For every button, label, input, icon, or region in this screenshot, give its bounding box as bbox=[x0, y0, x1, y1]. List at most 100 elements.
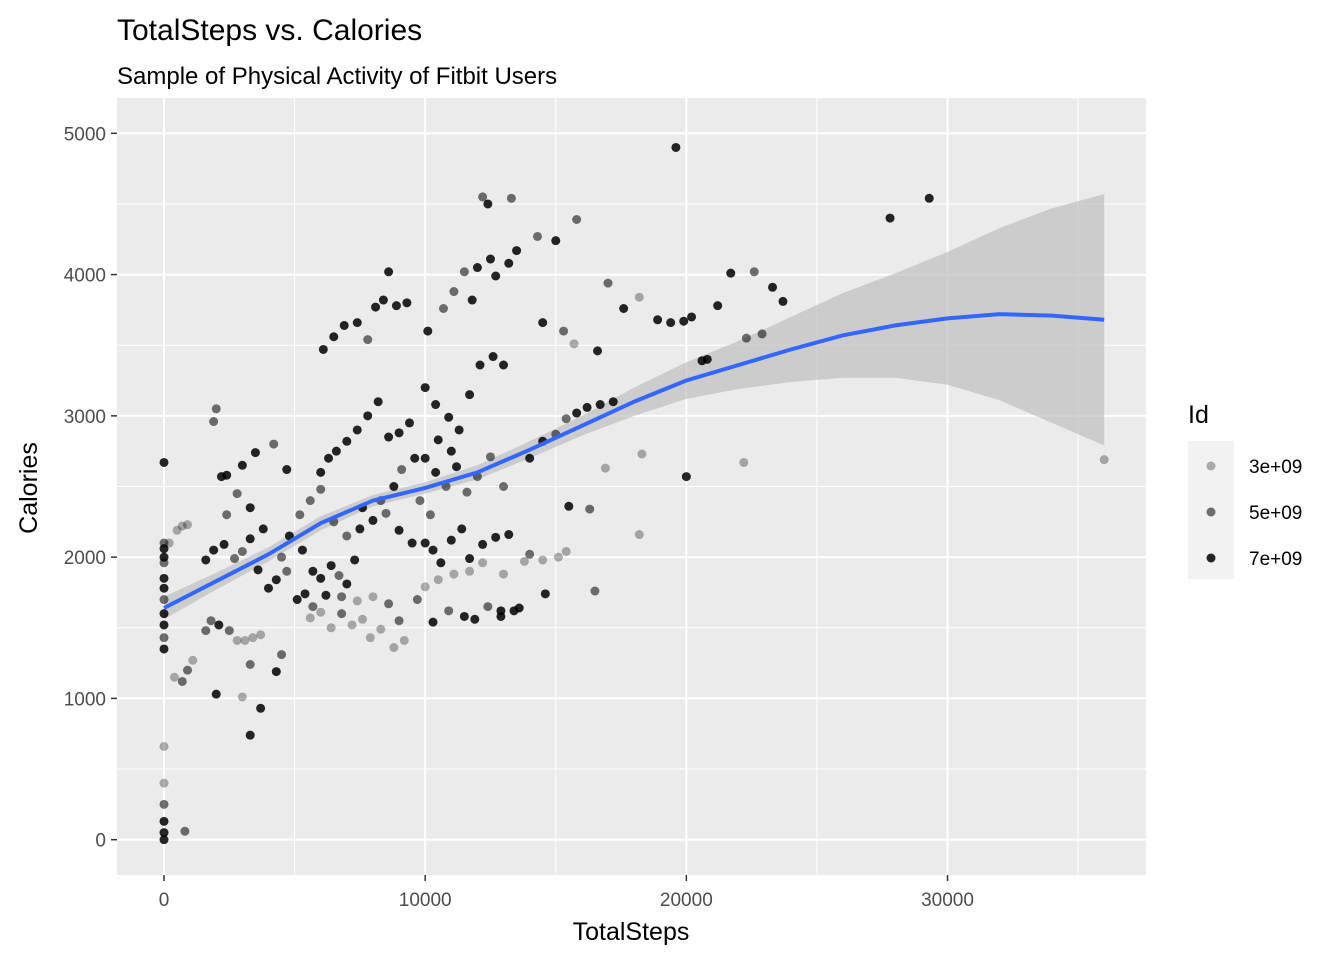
data-point bbox=[420, 538, 430, 548]
data-point bbox=[671, 142, 681, 152]
data-point bbox=[410, 453, 420, 463]
data-point bbox=[702, 354, 712, 364]
data-point bbox=[470, 614, 480, 624]
data-point bbox=[337, 592, 347, 602]
data-point bbox=[465, 390, 475, 400]
data-point bbox=[634, 530, 644, 540]
data-point bbox=[525, 549, 535, 559]
data-point bbox=[425, 510, 435, 520]
data-point bbox=[749, 267, 759, 277]
data-point bbox=[739, 457, 749, 467]
data-point bbox=[378, 295, 388, 305]
data-point bbox=[467, 295, 477, 305]
data-point bbox=[237, 460, 247, 470]
data-point bbox=[391, 301, 401, 311]
data-point bbox=[329, 332, 339, 342]
data-point bbox=[653, 315, 663, 325]
data-point bbox=[308, 566, 318, 576]
confidence-ribbon bbox=[164, 194, 1105, 620]
data-point bbox=[465, 554, 475, 564]
data-point bbox=[726, 268, 736, 278]
data-point bbox=[436, 558, 446, 568]
data-point bbox=[159, 457, 169, 467]
data-point bbox=[271, 575, 281, 585]
data-point bbox=[512, 246, 522, 256]
data-point bbox=[209, 417, 219, 427]
legend: Id 3e+09 5e+09 7e+09 bbox=[1188, 401, 1302, 579]
data-point bbox=[885, 213, 895, 223]
data-point bbox=[462, 487, 472, 497]
data-point bbox=[384, 267, 394, 277]
data-point bbox=[209, 545, 219, 555]
data-point bbox=[253, 565, 263, 575]
data-point bbox=[384, 432, 394, 442]
data-point bbox=[368, 515, 378, 525]
data-point bbox=[201, 555, 211, 565]
data-point bbox=[230, 554, 240, 564]
x-tick-label: 20000 bbox=[660, 890, 713, 911]
data-point bbox=[389, 482, 399, 491]
data-point bbox=[206, 616, 216, 626]
data-point bbox=[219, 539, 229, 549]
data-point bbox=[183, 520, 193, 530]
data-point bbox=[277, 552, 287, 562]
data-point bbox=[499, 482, 509, 491]
data-point bbox=[444, 412, 454, 422]
data-point bbox=[248, 633, 258, 643]
data-point bbox=[433, 575, 443, 585]
data-point bbox=[634, 292, 644, 302]
data-point bbox=[509, 606, 519, 616]
data-point bbox=[420, 383, 430, 393]
data-point bbox=[504, 258, 514, 268]
y-tick-label: 0 bbox=[95, 831, 106, 852]
data-point bbox=[431, 467, 441, 477]
data-point bbox=[768, 282, 778, 292]
data-point bbox=[368, 592, 378, 602]
data-point bbox=[245, 730, 255, 740]
data-point bbox=[316, 573, 326, 583]
data-point bbox=[316, 607, 326, 617]
legend-label: 3e+09 bbox=[1249, 457, 1302, 478]
data-point bbox=[245, 503, 255, 513]
data-point bbox=[572, 214, 582, 224]
chart-title: TotalSteps vs. Calories bbox=[117, 14, 422, 47]
data-point bbox=[496, 611, 506, 621]
data-point bbox=[540, 589, 550, 599]
data-point bbox=[428, 617, 438, 627]
data-point bbox=[373, 397, 383, 407]
data-point bbox=[164, 538, 174, 548]
data-point bbox=[491, 532, 501, 542]
data-point bbox=[308, 602, 318, 612]
data-point bbox=[402, 298, 412, 308]
data-point bbox=[637, 449, 647, 459]
data-point bbox=[159, 609, 169, 619]
data-point bbox=[478, 558, 488, 568]
data-point bbox=[188, 655, 198, 665]
data-point bbox=[240, 635, 250, 645]
data-point bbox=[284, 531, 294, 541]
data-point bbox=[350, 555, 360, 565]
data-point bbox=[232, 635, 242, 645]
data-point bbox=[237, 546, 247, 556]
data-point bbox=[318, 344, 328, 354]
data-point bbox=[352, 318, 362, 328]
data-point bbox=[499, 360, 509, 370]
data-point bbox=[305, 613, 315, 623]
data-point bbox=[159, 644, 169, 654]
data-point bbox=[681, 472, 691, 482]
data-point bbox=[551, 236, 561, 246]
data-point bbox=[572, 408, 582, 418]
data-point bbox=[595, 400, 605, 410]
data-point bbox=[357, 614, 367, 624]
data-point bbox=[172, 525, 182, 535]
data-point bbox=[222, 510, 232, 520]
data-point bbox=[538, 318, 548, 328]
data-point bbox=[256, 630, 266, 640]
data-point bbox=[282, 465, 292, 475]
data-point bbox=[159, 620, 169, 630]
data-point bbox=[444, 606, 454, 616]
data-point bbox=[394, 428, 404, 438]
x-axis-title: TotalSteps bbox=[573, 918, 690, 946]
data-point bbox=[454, 425, 464, 435]
